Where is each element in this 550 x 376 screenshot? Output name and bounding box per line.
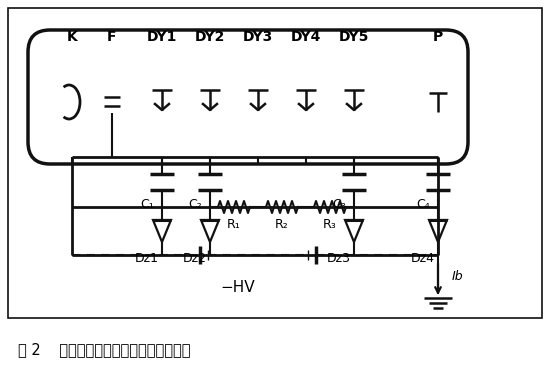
Text: C₃: C₃ <box>332 197 346 211</box>
Text: R₁: R₁ <box>227 218 241 232</box>
Text: 图 2    使用电阵和齐纳二极管的分压回路: 图 2 使用电阵和齐纳二极管的分压回路 <box>18 343 190 358</box>
Text: C₂: C₂ <box>188 197 202 211</box>
Text: Ib: Ib <box>452 270 464 283</box>
FancyBboxPatch shape <box>28 30 468 164</box>
Text: C₁: C₁ <box>140 197 154 211</box>
Text: Dz1: Dz1 <box>135 252 159 264</box>
Text: DY2: DY2 <box>195 30 225 44</box>
Text: R₂: R₂ <box>275 218 289 232</box>
Text: DY4: DY4 <box>291 30 321 44</box>
Text: C₄: C₄ <box>416 197 430 211</box>
Text: DY3: DY3 <box>243 30 273 44</box>
Text: R₃: R₃ <box>323 218 337 232</box>
Text: −HV: −HV <box>221 279 255 294</box>
Text: DY1: DY1 <box>147 30 177 44</box>
Text: Dz3: Dz3 <box>327 252 351 264</box>
Text: Dz2: Dz2 <box>183 252 207 264</box>
Text: DY5: DY5 <box>339 30 369 44</box>
Text: F: F <box>107 30 117 44</box>
Text: K: K <box>67 30 78 44</box>
Text: P: P <box>433 30 443 44</box>
Bar <box>8 8 542 318</box>
Text: Dz4: Dz4 <box>411 252 435 264</box>
